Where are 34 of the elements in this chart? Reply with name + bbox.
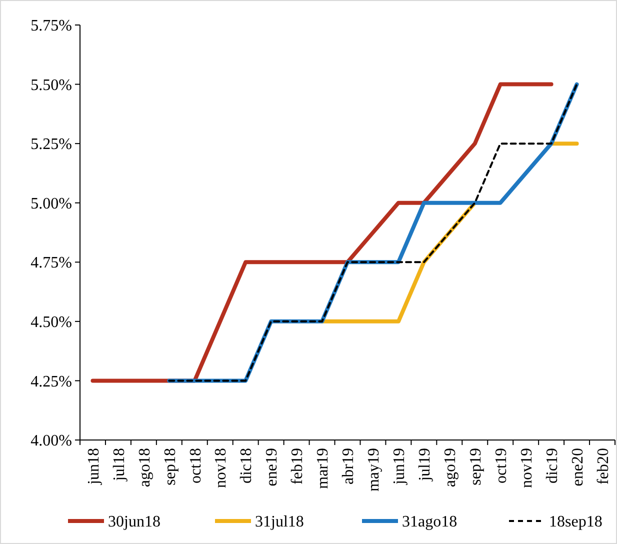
x-tick-label: feb20 xyxy=(594,448,612,484)
x-tick-label: nov19 xyxy=(518,448,536,488)
legend-label: 31jul18 xyxy=(255,514,304,531)
x-tick-label: sep18 xyxy=(162,448,179,486)
x-tick-label: jul19 xyxy=(416,448,434,482)
x-tick-label: jul18 xyxy=(110,448,128,482)
y-tick-label: 4.25% xyxy=(30,373,72,390)
line-series xyxy=(90,82,554,383)
legend-label: 31ago18 xyxy=(402,514,458,531)
x-tick-label: ene19 xyxy=(264,448,281,486)
x-tick-label: jun19 xyxy=(391,448,408,486)
x-tick-label: feb19 xyxy=(289,448,306,484)
x-tick-label: mar19 xyxy=(314,448,332,489)
legend-label: 18sep18 xyxy=(549,514,602,531)
y-tick-label: 5.50% xyxy=(30,76,72,94)
y-tick-label: 4.00% xyxy=(30,432,72,450)
x-tick-label: nov18 xyxy=(212,448,230,488)
x-tick-label: ago19 xyxy=(442,448,460,488)
x-tick-label: jun18 xyxy=(85,448,102,486)
x-tick-label: dic18 xyxy=(238,448,256,484)
x-tick-label: sep19 xyxy=(467,448,484,486)
x-tick-label: dic19 xyxy=(544,448,561,484)
x-tick-label: oct19 xyxy=(492,448,510,484)
y-tick-label: 5.75% xyxy=(30,18,72,35)
y-tick-label: 4.50% xyxy=(30,314,72,332)
x-tick-label: ago18 xyxy=(136,448,154,488)
y-tick-label: 4.75% xyxy=(30,254,72,272)
x-tick-label: may19 xyxy=(366,448,383,492)
x-tick-label: ene20 xyxy=(569,448,586,486)
x-tick-label: oct18 xyxy=(187,448,204,484)
legend-label: 30jun18 xyxy=(108,514,160,531)
y-tick-label: 5.00% xyxy=(30,195,72,212)
y-tick-label: 5.25% xyxy=(30,136,72,154)
x-tick-label: abr19 xyxy=(340,448,358,484)
